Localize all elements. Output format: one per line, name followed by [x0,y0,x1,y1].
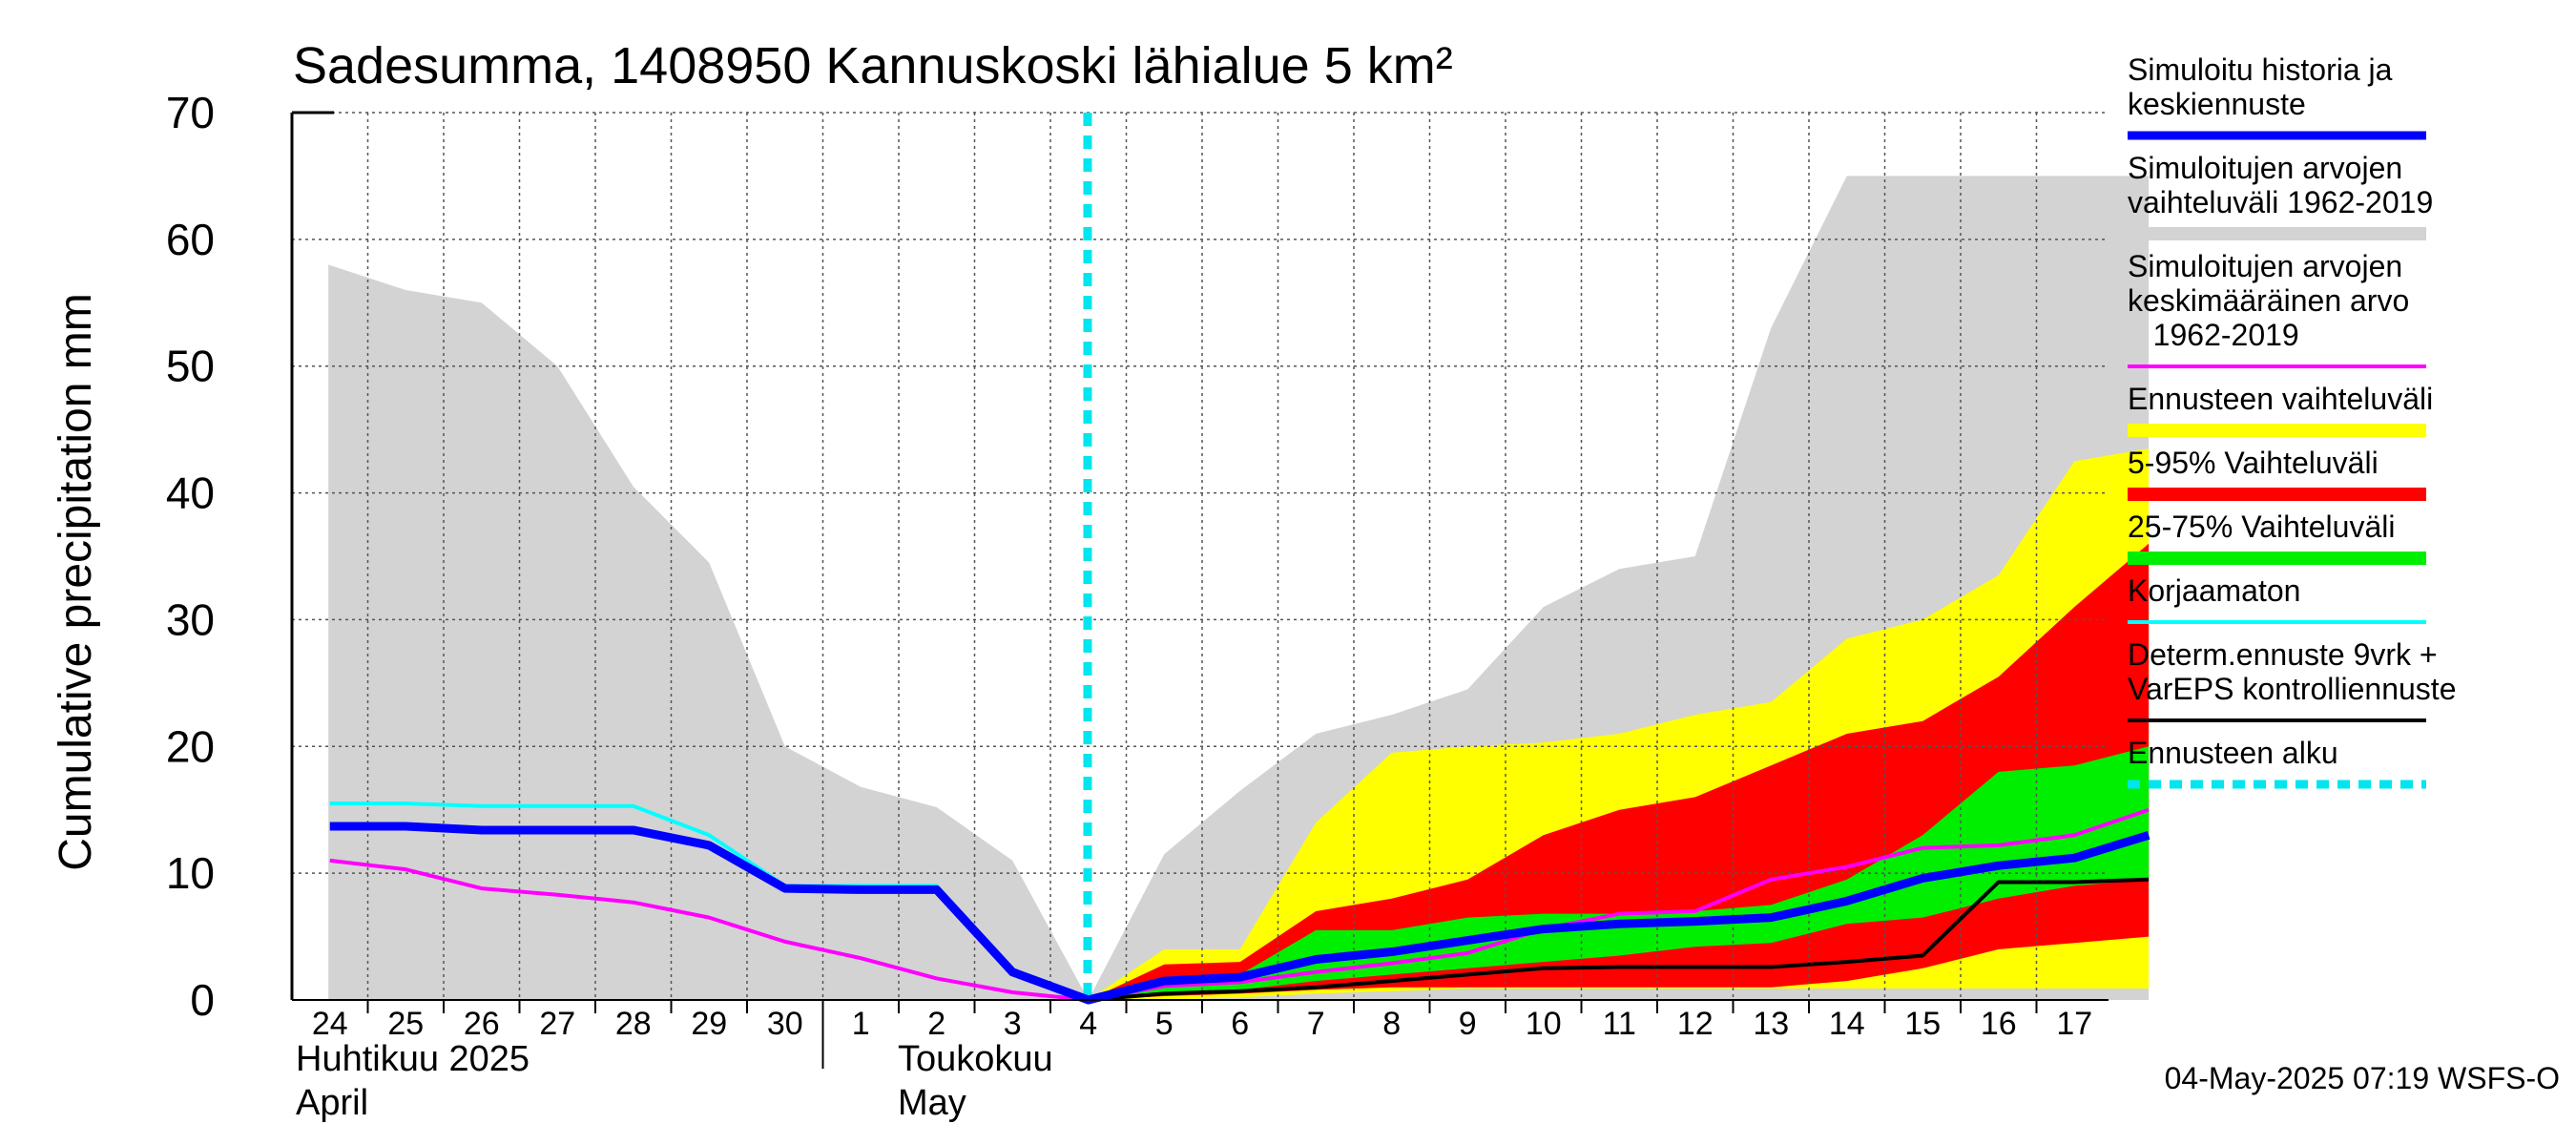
x-tick-label: 6 [1231,1006,1249,1042]
y-tick-label: 50 [166,342,215,391]
x-tick-label: 14 [1829,1006,1865,1042]
legend-label: 1962-2019 [2128,318,2299,352]
x-tick-label: 28 [615,1006,652,1042]
x-tick-label: 11 [1603,1006,1636,1042]
month-label-line2: April [296,1083,368,1123]
legend-label: Determ.ennuste 9vrk + [2128,637,2438,672]
x-tick-label: 29 [691,1006,727,1042]
x-tick-label: 9 [1459,1006,1477,1042]
month-label-line2: May [898,1083,966,1123]
legend-label: Simuloitujen arvojen [2128,151,2402,185]
series-line-simuloitujen-arvojen-keskim-r-inen-arvo-1962-2019 [329,807,2150,1002]
grid-lines [292,112,2109,1000]
legend-label: keskimääräinen arvo [2128,283,2409,318]
legend-label: Korjaamaton [2128,573,2300,608]
x-tick-label: 10 [1526,1006,1562,1042]
x-tick-label: 27 [539,1006,575,1042]
y-tick-label: 70 [166,88,215,137]
y-tick-label: 0 [190,975,215,1025]
legend-label: Ennusteen alku [2128,736,2338,770]
x-tick-label: 15 [1904,1006,1941,1042]
legend-label: 5-95% Vaihteluväli [2128,446,2379,480]
x-tick-label: 16 [1981,1006,2017,1042]
y-tick-label: 20 [166,721,215,771]
series-line-determ-ennuste-9vrk-vareps-kontrolliennuste [1088,877,2150,1002]
legend-label: vaihteluväli 1962-2019 [2128,185,2433,219]
y-tick-label: 40 [166,468,215,518]
legend-label: Simuloitu historia ja [2128,52,2393,87]
legend-label: Simuloitujen arvojen [2128,249,2402,283]
x-tick-label: 12 [1677,1006,1714,1042]
x-tick-label: 24 [312,1006,348,1042]
x-tick-label: 2 [927,1006,945,1042]
legend-label: keskiennuste [2128,87,2306,121]
x-tick-label: 3 [1004,1006,1022,1042]
month-label-line1: Huhtikuu 2025 [296,1039,530,1079]
band-areas [328,176,2150,1001]
legend-label: VarEPS kontrolliennuste [2128,672,2456,706]
x-tick-label: 8 [1382,1006,1401,1042]
y-tick-label: 30 [166,594,215,644]
x-tick-label: 17 [2056,1006,2092,1042]
x-tick-label: 1 [852,1006,870,1042]
x-tick-label: 26 [464,1006,500,1042]
timestamp-footer: 04-May-2025 07:19 WSFS-O [2165,1061,2560,1095]
month-label-line1: Toukokuu [898,1039,1053,1079]
legend-label: Ennusteen vaihteluväli [2128,382,2433,416]
legend-swatch-band [2128,227,2426,240]
chart-title: Sadesumma, 1408950 Kannuskoski lähialue … [293,37,1453,94]
legend-swatch-band [2128,488,2426,501]
legend-label: 25-75% Vaihteluväli [2128,510,2395,544]
x-tick-label: 5 [1155,1006,1174,1042]
legend-swatch-band [2128,552,2426,565]
x-tick-label: 4 [1079,1006,1097,1042]
legend-swatch-band [2128,424,2426,437]
x-tick-label: 30 [767,1006,803,1042]
series-lines [329,802,2150,1005]
y-tick-label: 60 [166,215,215,264]
y-tick-label: 10 [166,848,215,898]
x-tick-label: 7 [1307,1006,1325,1042]
y-axis-label: Cumulative precipitation mm [51,293,101,871]
series-line-simuloitu-historia-ja-keskiennuste [329,822,2150,1005]
x-tick-label: 13 [1753,1006,1789,1042]
x-tick-label: 25 [387,1006,424,1042]
